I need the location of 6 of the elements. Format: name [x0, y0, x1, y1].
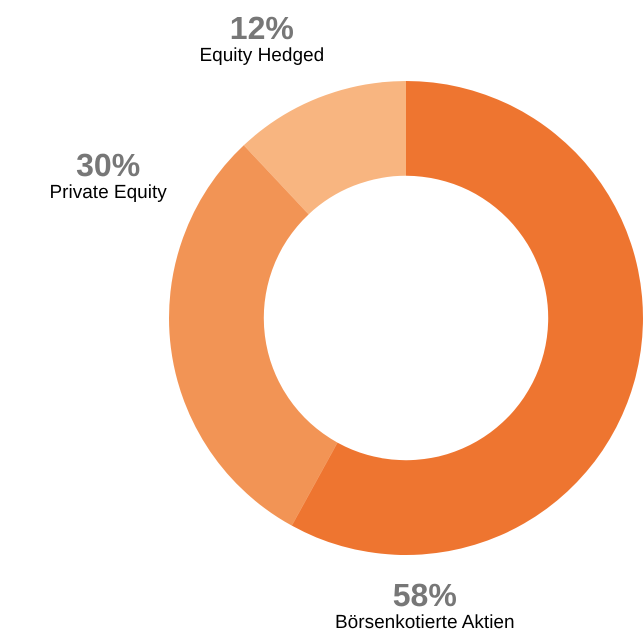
data-label: 30%: [75, 147, 142, 183]
data-label: 58%: [392, 577, 458, 613]
slice-label: Börsenkotierte Aktien: [335, 612, 515, 634]
slice-label: Equity Hedged: [200, 45, 324, 67]
data-label: 12%: [228, 10, 295, 46]
slice-label: Private Equity: [50, 182, 167, 204]
